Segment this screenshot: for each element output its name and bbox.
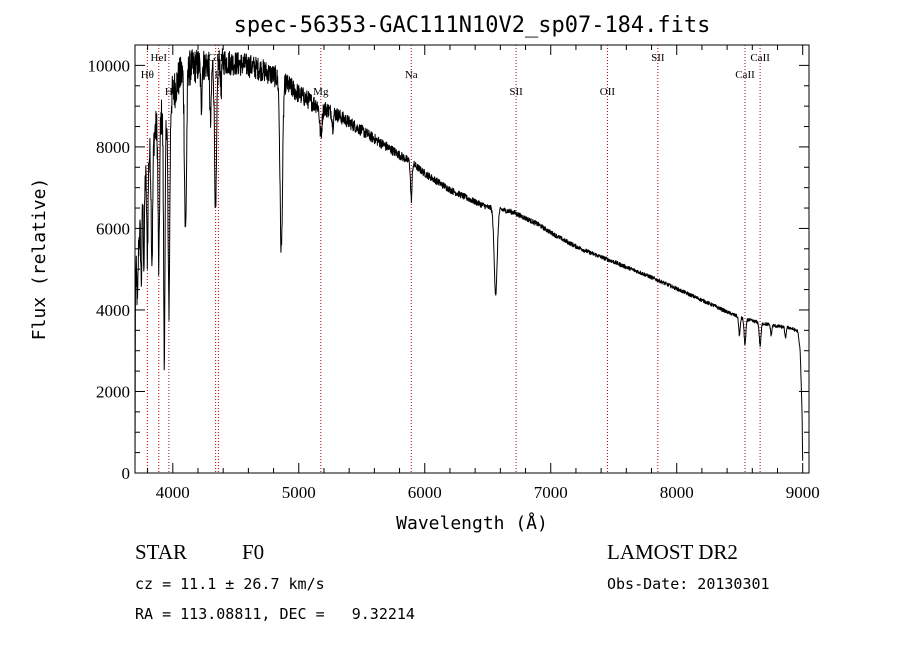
observation-date: Obs-Date: 20130301 bbox=[607, 575, 770, 593]
spectral-line-label: CaII bbox=[735, 69, 755, 81]
y-tick-label: 6000 bbox=[96, 219, 130, 238]
x-axis: 4000 5000 6000 7000 8000 9000 bbox=[147, 45, 820, 502]
plot-frame bbox=[134, 44, 810, 474]
x-axis-label: Wavelength (Å) bbox=[396, 512, 548, 534]
spectral-line-label: HeI bbox=[151, 52, 168, 64]
spectral-subclass: F0 bbox=[242, 540, 264, 564]
object-class: STAR bbox=[135, 540, 187, 564]
survey-name: LAMOST DR2 bbox=[607, 540, 738, 564]
y-tick-label: 8000 bbox=[96, 138, 130, 157]
spectral-line-label: CaII bbox=[750, 52, 770, 64]
spectral-line-label: SII bbox=[509, 86, 523, 98]
x-tick-label: 8000 bbox=[660, 483, 694, 502]
y-axis-label: Flux (relative) bbox=[29, 178, 50, 341]
spectral-line-label: Mg bbox=[313, 86, 329, 98]
y-tick-label: 2000 bbox=[96, 382, 130, 401]
y-axis: 0 2000 4000 6000 8000 10000 bbox=[88, 56, 809, 483]
spectral-line-label: H bbox=[165, 86, 173, 98]
x-tick-label: 6000 bbox=[408, 483, 442, 502]
x-tick-label: 9000 bbox=[786, 483, 820, 502]
sky-coordinates: RA = 113.08811, DEC = 9.32214 bbox=[135, 605, 415, 623]
chart-title: spec-56353-GAC111N10V2_sp07-184.fits bbox=[234, 13, 711, 38]
x-tick-label: 7000 bbox=[534, 483, 568, 502]
x-tick-label: 4000 bbox=[156, 483, 190, 502]
spectral-line-label: OII bbox=[600, 86, 616, 98]
y-tick-label: 0 bbox=[122, 464, 131, 483]
spectral-line-markers bbox=[146, 45, 761, 473]
spectral-line-label: Hθ bbox=[141, 69, 154, 81]
spectral-line-label: SII bbox=[651, 52, 665, 64]
spectral-line-label: GII bbox=[208, 52, 224, 64]
x-tick-label: 5000 bbox=[282, 483, 316, 502]
spectrum-line bbox=[134, 48, 804, 474]
redshift-velocity: cz = 11.1 ± 26.7 km/s bbox=[135, 575, 325, 593]
y-tick-label: 10000 bbox=[88, 56, 131, 75]
spectral-line-label: Na bbox=[405, 69, 418, 81]
y-tick-label: 4000 bbox=[96, 301, 130, 320]
